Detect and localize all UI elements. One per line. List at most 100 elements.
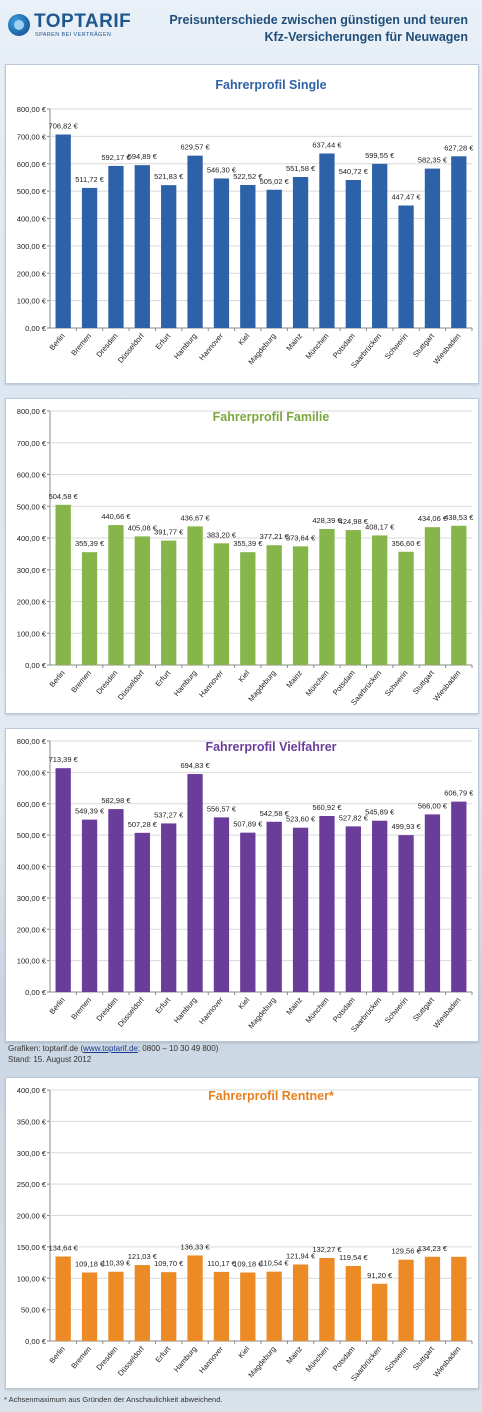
data-label: 713,39 € <box>49 755 79 764</box>
y-tick-label: 700,00 € <box>17 768 47 777</box>
source-note: Grafiken: toptarif.de (www.toptarif.de; … <box>8 1043 218 1065</box>
category-label: Hannover <box>197 668 225 699</box>
bar <box>161 823 177 992</box>
y-tick-label: 0,00 € <box>25 661 47 670</box>
category-label: Hamburg <box>172 669 199 698</box>
bar <box>319 153 335 328</box>
data-label: 119,54 € <box>339 1253 368 1262</box>
chart-title: Fahrerprofil Single <box>215 78 326 92</box>
bar <box>345 1265 361 1341</box>
data-label: 511,72 € <box>75 175 104 184</box>
logo-subtitle: SPAREN BEI VERTRÄGEN <box>35 32 112 38</box>
data-label: 383,20 € <box>207 530 237 539</box>
category-label: Dresden <box>94 996 119 1024</box>
bar <box>292 546 309 665</box>
data-label: 629,57 € <box>180 143 210 152</box>
bar <box>240 832 256 992</box>
category-label: Düsseldorf <box>116 668 147 702</box>
category-label: Hannover <box>197 995 225 1026</box>
bar <box>266 1271 282 1341</box>
data-label: 560,92 € <box>312 803 342 812</box>
bar <box>319 1258 335 1341</box>
category-label: Dresden <box>94 1345 119 1373</box>
category-label: München <box>304 1345 331 1374</box>
y-tick-label: 500,00 € <box>17 502 47 511</box>
category-label: Bremen <box>69 669 93 695</box>
chart-title: Fahrerprofil Rentner* <box>208 1089 334 1103</box>
header: TOPTARIF SPAREN BEI VERTRÄGEN Preisunter… <box>0 0 482 62</box>
data-label: 540,72 € <box>339 167 369 176</box>
category-label: Erfurt <box>154 995 173 1016</box>
bar <box>81 187 98 328</box>
bar <box>319 816 335 992</box>
category-label: Dresden <box>94 332 119 360</box>
bar <box>451 156 467 328</box>
y-tick-label: 0,00 € <box>25 324 47 333</box>
y-tick-label: 250,00 € <box>17 1180 47 1189</box>
category-label: Bremen <box>69 1345 93 1371</box>
data-label: 582,98 € <box>101 796 131 805</box>
chart-panel-rentner: 0,00 € 50,00 € 100,00 € 150,00 € 200,00 € 250… <box>5 1077 479 1389</box>
bar <box>213 817 230 992</box>
category-label: Berlin <box>47 996 66 1016</box>
bar <box>398 205 414 328</box>
bar <box>108 165 124 328</box>
bar <box>55 134 71 328</box>
category-label: Potsdam <box>331 996 357 1024</box>
bar <box>372 535 388 665</box>
category-label: Potsdam <box>331 669 357 697</box>
category-label: Wiesbaden <box>431 996 462 1031</box>
data-label: 606,79 € <box>444 789 474 798</box>
chart-single: 0,00 € 100,00 € 200,00 € 300,00 € 400,00 € 50… <box>17 78 474 370</box>
bar <box>398 1259 414 1341</box>
category-label: Stuttgart <box>411 1344 437 1372</box>
source-suffix: ; 0800 – 10 30 49 800) <box>137 1044 219 1053</box>
source-prefix: Grafiken: toptarif.de ( <box>8 1044 84 1053</box>
bar <box>398 835 414 992</box>
y-tick-label: 300,00 € <box>17 1149 47 1158</box>
category-label: Magdeburg <box>246 669 277 704</box>
data-label: 523,60 € <box>286 815 316 824</box>
data-label: 694,83 € <box>180 761 210 770</box>
source-line: Grafiken: toptarif.de (www.toptarif.de; … <box>8 1043 218 1054</box>
y-tick-label: 200,00 € <box>17 1212 47 1221</box>
data-label: 499,93 € <box>391 822 421 831</box>
y-tick-label: 400,00 € <box>17 863 47 872</box>
data-label: 556,57 € <box>207 804 237 813</box>
bar <box>108 525 124 665</box>
bar <box>345 530 361 665</box>
y-tick-label: 300,00 € <box>17 894 47 903</box>
chart-vielfahrer: 0,00 € 100,00 € 200,00 € 300,00 € 400,00 € 50… <box>17 737 474 1034</box>
category-label: Berlin <box>47 332 66 352</box>
data-label: 136,33 € <box>180 1242 210 1251</box>
date-line: Stand: 15. August 2012 <box>8 1055 92 1064</box>
logo-text: TOPTARIF <box>34 11 132 32</box>
data-label: 121,94 € <box>286 1251 316 1260</box>
data-label: 373,64 € <box>286 533 316 542</box>
data-label: 594,89 € <box>128 152 158 161</box>
y-tick-label: 800,00 € <box>17 407 47 416</box>
y-tick-label: 700,00 € <box>17 132 47 141</box>
category-label: Schwerin <box>383 669 410 698</box>
category-label: Schwerin <box>383 1345 410 1374</box>
y-tick-label: 0,00 € <box>25 1337 47 1346</box>
data-label: 537,27 € <box>154 810 184 819</box>
bar <box>266 189 282 328</box>
data-label: 405,08 € <box>128 523 158 532</box>
bar <box>266 545 282 665</box>
data-label: 134,64 € <box>49 1244 79 1253</box>
data-label: 355,39 € <box>233 539 263 548</box>
chart-panel-familie: 0,00 € 100,00 € 200,00 € 300,00 € 400,00 € 50… <box>5 398 479 714</box>
category-label: Kiel <box>236 331 251 347</box>
data-label: 436,67 € <box>180 513 210 522</box>
y-tick-label: 300,00 € <box>17 242 47 251</box>
data-label: 109,18 € <box>75 1259 105 1268</box>
data-label: 582,35 € <box>418 156 448 165</box>
category-label: Mainz <box>284 668 304 689</box>
bar <box>108 809 124 992</box>
source-link[interactable]: www.toptarif.de <box>83 1044 138 1053</box>
category-label: Stuttgart <box>411 995 437 1023</box>
data-label: 134,23 € <box>418 1244 448 1253</box>
y-tick-label: 200,00 € <box>17 269 47 278</box>
bar <box>240 1272 256 1341</box>
